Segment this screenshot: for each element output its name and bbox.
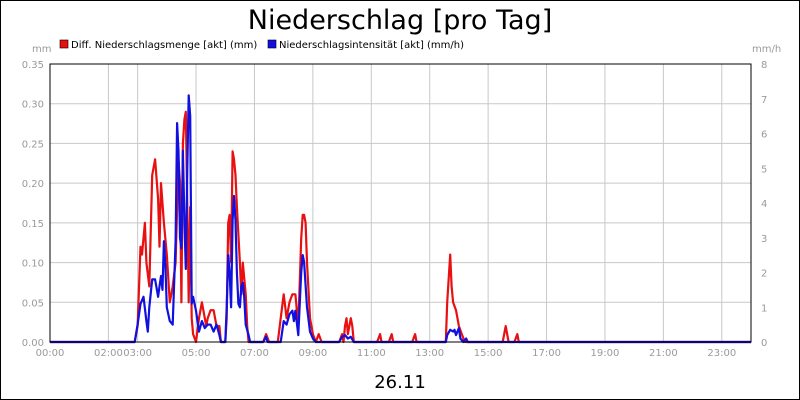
x-tick-label: 17:00 (532, 348, 561, 359)
right-tick-label: 2 (761, 269, 767, 280)
x-tick-label: 11:00 (357, 348, 386, 359)
left-axis-unit: mm (32, 44, 51, 55)
date-label: 26.11 (374, 372, 426, 393)
left-tick-label: 0.05 (22, 298, 44, 309)
chart-title: Niederschlag [pro Tag] (248, 5, 552, 36)
left-tick-label: 0.15 (22, 219, 44, 230)
x-tick-label: 15:00 (474, 348, 503, 359)
right-tick-label: 6 (761, 130, 767, 141)
right-tick-label: 5 (761, 164, 767, 175)
left-tick-label: 0.30 (22, 100, 44, 111)
left-tick-label: 0.20 (22, 179, 44, 190)
grid-lines (49, 63, 751, 343)
legend-label-menge: Diff. Niederschlagsmenge [akt] (mm) (71, 40, 257, 51)
left-tick-label: 0.00 (22, 338, 44, 349)
right-axis-ticks: 0 1 2 3 4 5 6 7 8 (761, 60, 767, 349)
series-line-intensitaet (50, 94, 751, 344)
right-tick-label: 1 (761, 303, 767, 314)
x-tick-label: 07:00 (240, 348, 269, 359)
x-axis-ticks: 00:00 02:00 03:00 05:00 07:00 09:00 11:00 13:00… (36, 348, 737, 359)
left-tick-label: 0.10 (22, 259, 44, 270)
x-tick-label: 05:00 (182, 348, 211, 359)
left-tick-label: 0.35 (22, 60, 44, 71)
right-tick-label: 4 (761, 199, 767, 210)
x-tick-label: 13:00 (415, 348, 444, 359)
x-tick-label: 23:00 (707, 348, 736, 359)
left-tick-label: 0.25 (22, 139, 44, 150)
legend-label-intensitaet: Niederschlagsintensität [akt] (mm/h) (279, 40, 464, 51)
legend-swatch-red (59, 39, 69, 49)
x-tick-label: 00:00 (36, 348, 65, 359)
right-tick-label: 7 (761, 95, 767, 106)
series-lines (50, 94, 751, 344)
plot-area-border (49, 63, 752, 343)
right-tick-label: 0 (761, 338, 767, 349)
x-tick-label: 09:00 (298, 348, 327, 359)
series-line-menge (50, 110, 751, 344)
right-tick-label: 3 (761, 234, 767, 245)
left-axis-ticks: 0.00 0.05 0.10 0.15 0.20 0.25 0.30 0.35 (22, 60, 44, 349)
right-axis-unit: mm/h (752, 44, 781, 55)
right-tick-label: 8 (761, 60, 767, 71)
x-tick-label: 02:00 (94, 348, 123, 359)
x-tick-label: 19:00 (591, 348, 620, 359)
x-tick-label: 03:00 (123, 348, 152, 359)
x-tick-label: 21:00 (649, 348, 678, 359)
legend-swatch-blue (267, 39, 277, 49)
